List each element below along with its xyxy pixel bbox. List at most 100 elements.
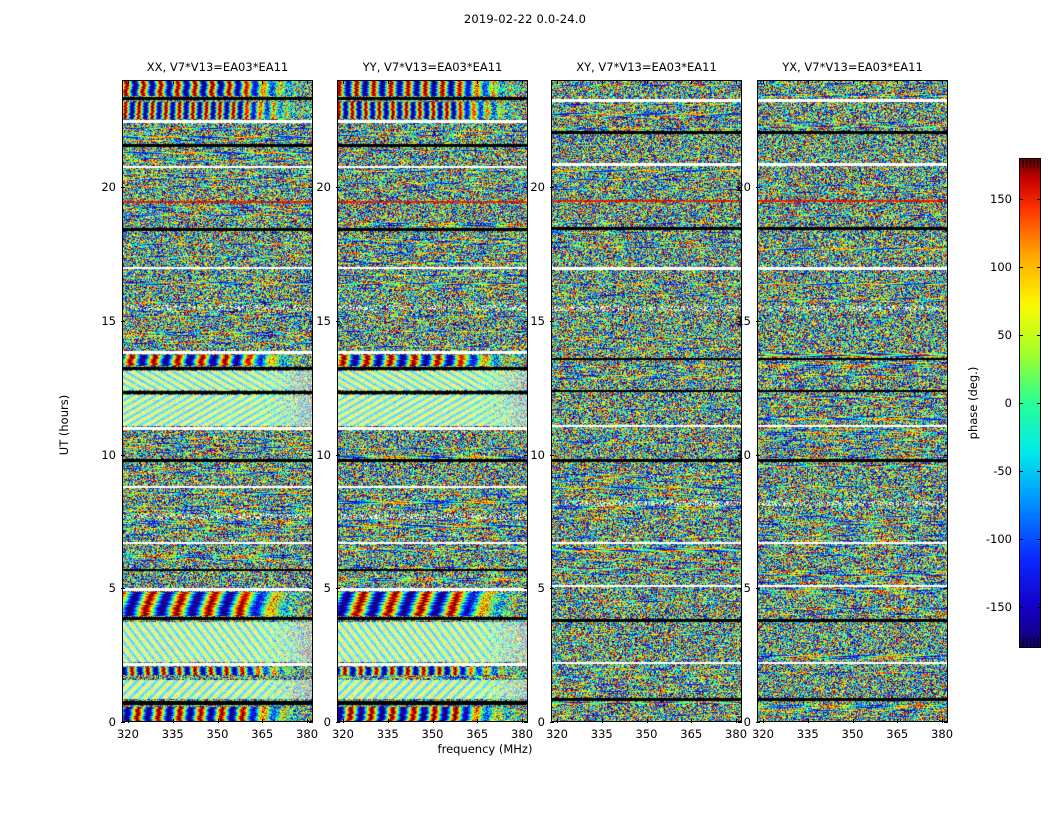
x-tick-label: 380 bbox=[725, 727, 748, 741]
y-tick bbox=[756, 722, 760, 723]
x-tick-top bbox=[172, 80, 174, 84]
x-tick-top bbox=[601, 80, 603, 84]
x-tick-top bbox=[807, 80, 809, 84]
y-tick-right bbox=[309, 320, 313, 322]
y-tick-label: 20 bbox=[736, 180, 751, 194]
x-tick bbox=[556, 719, 558, 723]
x-tick-label: 365 bbox=[680, 727, 703, 741]
panel-plot-area-xx[interactable] bbox=[122, 80, 313, 722]
y-tick-label: 15 bbox=[530, 313, 545, 328]
x-tick bbox=[807, 719, 809, 723]
x-tick bbox=[601, 719, 603, 723]
x-tick bbox=[217, 719, 219, 723]
x-tick bbox=[522, 719, 524, 723]
y-tick bbox=[121, 588, 125, 590]
y-tick bbox=[756, 187, 760, 188]
colorbar-tick bbox=[1019, 266, 1023, 268]
x-tick-label: 380 bbox=[931, 727, 954, 741]
panel-yx: YX, V7*V13=EA03*EA11 320 335 350 365 380 0 5 10 1… bbox=[736, 60, 953, 741]
y-tick-right bbox=[309, 454, 313, 456]
y-tick-label: 5 bbox=[743, 581, 751, 596]
colorbar-tick-label: 100 bbox=[990, 259, 1012, 274]
y-tick-right bbox=[738, 187, 742, 188]
colorbar-tick-right bbox=[1037, 607, 1041, 609]
x-tick-label: 320 bbox=[331, 727, 354, 741]
y-tick-right bbox=[944, 588, 948, 590]
x-tick bbox=[646, 719, 648, 723]
x-tick-label: 335 bbox=[376, 727, 399, 741]
x-tick bbox=[127, 719, 129, 723]
x-tick-top bbox=[852, 80, 854, 84]
y-tick-label: 0 bbox=[537, 715, 545, 729]
y-tick-label: 15 bbox=[101, 313, 116, 328]
x-tick-top bbox=[522, 80, 524, 84]
y-axis-label: UT (hours) bbox=[57, 394, 71, 456]
x-tick bbox=[307, 719, 309, 723]
y-tick-label: 10 bbox=[736, 447, 751, 462]
panel-title-yx: YX, V7*V13=EA03*EA11 bbox=[782, 60, 923, 74]
x-tick-top bbox=[556, 80, 558, 84]
x-tick bbox=[762, 719, 764, 723]
x-tick bbox=[172, 719, 174, 723]
x-tick-label: 365 bbox=[886, 727, 909, 741]
x-tick-label: 350 bbox=[206, 727, 229, 741]
panel-xx: XX, V7*V13=EA03*EA11 320 335 350 365 380 0 5 10 1… bbox=[101, 60, 318, 741]
panel-xy: XY, V7*V13=EA03*EA11 320 335 350 365 380 0 5 10 1… bbox=[530, 60, 747, 741]
y-tick bbox=[550, 187, 554, 188]
y-tick-label: 0 bbox=[743, 715, 751, 729]
colorbar-tick-label: 150 bbox=[990, 191, 1012, 206]
x-tick bbox=[432, 719, 434, 723]
x-tick-top bbox=[307, 80, 309, 84]
x-tick-top bbox=[262, 80, 264, 84]
y-tick-label: 5 bbox=[323, 581, 331, 596]
y-tick bbox=[336, 722, 340, 723]
colorbar-tick-right bbox=[1037, 471, 1041, 473]
x-tick-label: 350 bbox=[421, 727, 444, 741]
y-tick-right bbox=[944, 320, 948, 322]
x-tick-top bbox=[387, 80, 389, 84]
x-tick bbox=[342, 719, 344, 723]
x-tick bbox=[691, 719, 693, 723]
x-tick-label: 380 bbox=[511, 727, 534, 741]
x-tick bbox=[736, 719, 738, 723]
x-tick-label: 365 bbox=[466, 727, 489, 741]
y-tick-right bbox=[738, 320, 742, 322]
panel-title-yy: YY, V7*V13=EA03*EA11 bbox=[362, 60, 503, 74]
dynamic-spectrum-image-xy bbox=[552, 81, 741, 721]
y-tick-right bbox=[944, 454, 948, 456]
dynamic-spectrum-image-xx bbox=[123, 81, 312, 721]
colorbar-tick bbox=[1019, 471, 1023, 473]
y-tick bbox=[550, 454, 554, 456]
y-tick bbox=[550, 320, 554, 322]
x-tick-label: 320 bbox=[751, 727, 774, 741]
y-tick-right bbox=[524, 722, 528, 723]
x-tick-label: 320 bbox=[545, 727, 568, 741]
x-tick-top bbox=[736, 80, 738, 84]
x-tick-top bbox=[942, 80, 944, 84]
panel-plot-area-xy[interactable] bbox=[551, 80, 742, 722]
y-tick-right bbox=[524, 454, 528, 456]
x-tick bbox=[897, 719, 899, 723]
y-tick bbox=[756, 588, 760, 590]
y-tick-label: 10 bbox=[316, 447, 331, 462]
y-tick-right bbox=[524, 320, 528, 322]
colorbar-tick-label: -50 bbox=[993, 464, 1012, 479]
y-tick bbox=[336, 588, 340, 590]
x-tick bbox=[262, 719, 264, 723]
colorbar-tick-right bbox=[1037, 334, 1041, 336]
x-tick-label: 335 bbox=[161, 727, 184, 741]
y-tick-label: 5 bbox=[108, 581, 116, 596]
y-tick bbox=[121, 187, 125, 188]
panel-yy: YY, V7*V13=EA03*EA11 320 335 350 365 380 0 5 10 1… bbox=[316, 60, 533, 741]
panel-plot-area-yy[interactable] bbox=[337, 80, 528, 722]
y-tick-right bbox=[524, 187, 528, 188]
y-tick bbox=[550, 722, 554, 723]
x-tick-label: 350 bbox=[841, 727, 864, 741]
panel-plot-area-yx[interactable] bbox=[757, 80, 948, 722]
y-tick-right bbox=[309, 588, 313, 590]
colorbar-tick-right bbox=[1037, 403, 1041, 404]
y-tick-label: 15 bbox=[736, 313, 751, 328]
colorbar-tick bbox=[1019, 198, 1023, 200]
colorbar-tick bbox=[1019, 403, 1023, 404]
